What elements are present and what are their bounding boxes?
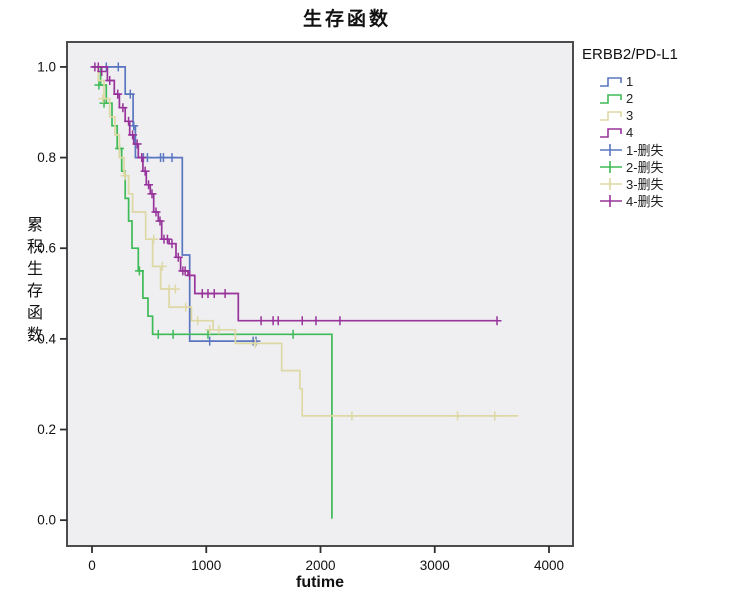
y-tick-label: 0.6 <box>37 241 56 256</box>
legend-item-label: 1 <box>626 74 634 89</box>
legend-item-2: 2 <box>582 90 750 107</box>
y-tick-label: 0.8 <box>37 150 56 165</box>
legend-item-label: 2 <box>626 91 634 106</box>
x-tick-label: 1000 <box>191 558 221 573</box>
survival-curve-1 <box>92 66 258 342</box>
plot-panel <box>66 41 574 547</box>
survival-curve-3 <box>92 66 519 417</box>
legend-item-4-censored: 4-删失 <box>582 192 750 209</box>
y-tick-label: 0.4 <box>37 331 56 346</box>
legend: ERBB2/PD-L1 1 2 3 4 1-删失 2-删失 3-删失 4-删失 <box>582 46 750 209</box>
legend-item-label: 4 <box>626 125 634 140</box>
legend-item-3-censored: 3-删失 <box>582 175 750 192</box>
legend-items: 1 2 3 4 1-删失 2-删失 3-删失 4-删失 <box>582 73 750 209</box>
y-tick-label: 1.0 <box>37 59 56 74</box>
censor-marks-3 <box>98 94 500 421</box>
legend-item-1: 1 <box>582 73 750 90</box>
axis-ticks <box>60 66 550 553</box>
legend-sample <box>600 76 622 87</box>
legend-sample <box>600 143 622 156</box>
legend-sample <box>600 93 622 104</box>
legend-sample <box>600 127 622 138</box>
x-tick-label: 2000 <box>305 558 335 573</box>
chart-title: 生存函数 <box>302 9 391 30</box>
legend-sample <box>600 160 622 173</box>
censor-marks-2 <box>94 80 298 339</box>
x-tick-label: 0 <box>88 558 96 573</box>
survival-curves <box>90 62 519 519</box>
legend-sample <box>600 110 622 121</box>
y-tick-label: 0.0 <box>37 513 56 528</box>
legend-sample <box>600 177 622 190</box>
y-tick-label: 0.2 <box>37 422 56 437</box>
legend-item-label: 1-删失 <box>626 143 664 158</box>
legend-item-1-censored: 1-删失 <box>582 141 750 158</box>
legend-item-label: 3-删失 <box>626 177 664 192</box>
legend-item-4: 4 <box>582 124 750 141</box>
legend-item-2-censored: 2-删失 <box>582 158 750 175</box>
legend-sample <box>600 194 622 207</box>
legend-item-label: 4-删失 <box>626 194 664 209</box>
legend-item-label: 3 <box>626 108 634 123</box>
x-tick-label: 3000 <box>420 558 450 573</box>
y-axis-label: 累积生存函数 <box>24 216 41 348</box>
legend-item-label: 2-删失 <box>626 160 664 175</box>
axis-tick-labels: 0 1000 2000 3000 4000 0.0 0.2 0.4 0.6 0.8 1.0 <box>37 59 564 573</box>
x-axis-label: futime <box>296 574 344 591</box>
x-tick-label: 4000 <box>534 558 564 573</box>
legend-title: ERBB2/PD-L1 <box>582 46 678 63</box>
censor-marks-4 <box>90 62 502 326</box>
legend-item-3: 3 <box>582 107 750 124</box>
